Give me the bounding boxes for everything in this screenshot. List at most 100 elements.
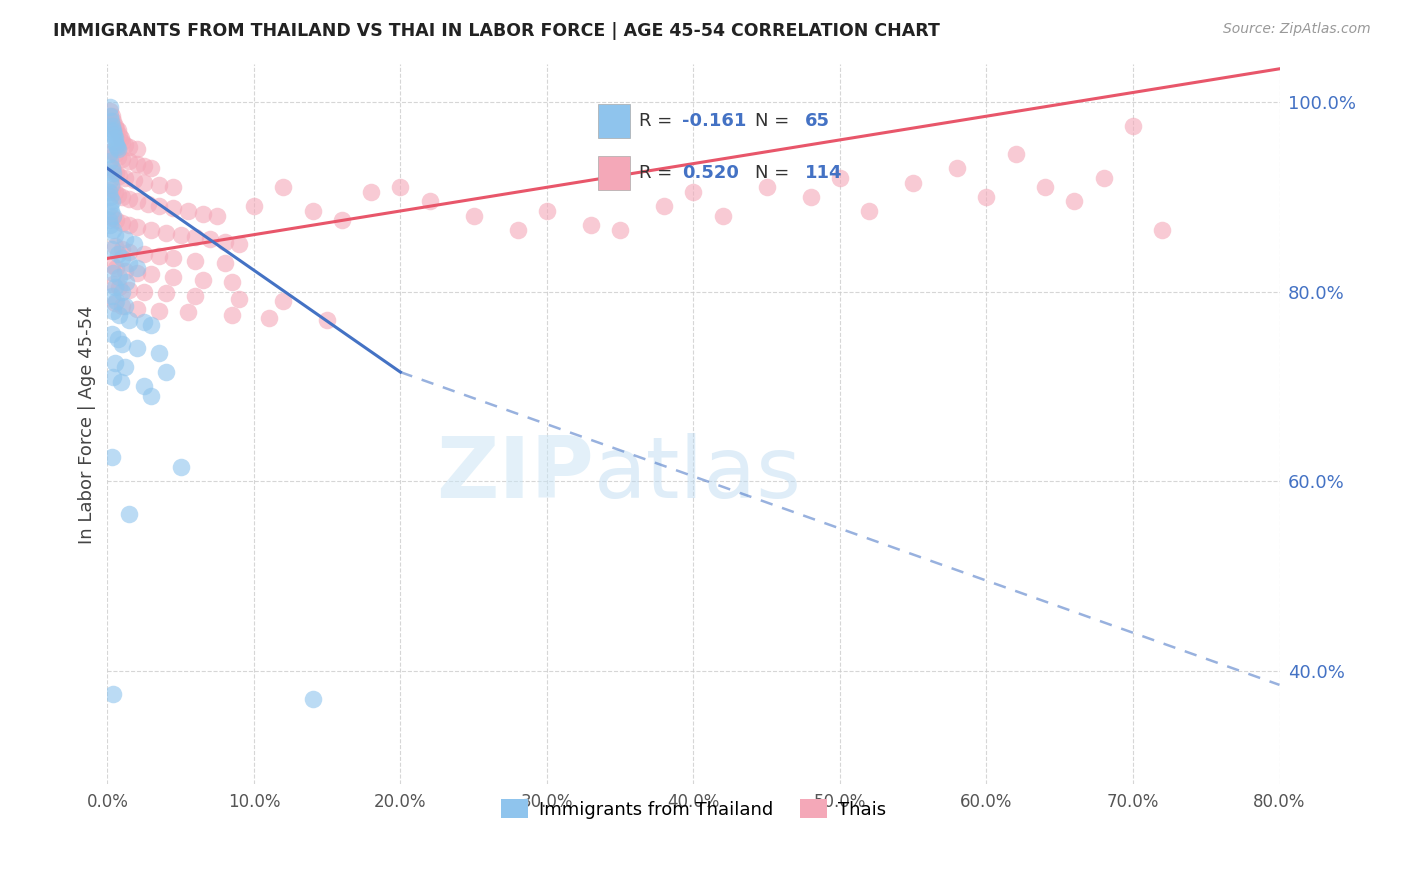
Point <box>118 283 141 297</box>
Point <box>800 190 823 204</box>
Point <box>125 260 148 275</box>
Point <box>214 235 236 250</box>
Point <box>506 223 529 237</box>
Text: Source: ZipAtlas.com: Source: ZipAtlas.com <box>1223 22 1371 37</box>
Point <box>101 123 124 137</box>
Point <box>132 315 155 329</box>
Point <box>107 187 129 202</box>
Point <box>114 299 136 313</box>
Point <box>301 204 323 219</box>
Point <box>711 209 734 223</box>
Point <box>103 211 125 225</box>
Point <box>125 342 148 356</box>
Point <box>104 147 127 161</box>
Point <box>115 275 138 289</box>
Point <box>148 346 170 360</box>
Point <box>108 270 131 285</box>
Point <box>105 213 128 227</box>
Y-axis label: In Labor Force | Age 45-54: In Labor Force | Age 45-54 <box>79 305 96 543</box>
Point <box>1152 223 1174 237</box>
Point <box>104 119 127 133</box>
Point <box>118 153 141 168</box>
Point <box>103 125 125 139</box>
Point <box>184 229 207 244</box>
Point <box>148 178 170 193</box>
Point <box>111 252 134 266</box>
Point <box>101 223 124 237</box>
Point <box>828 170 851 185</box>
Point <box>114 360 136 375</box>
Point <box>148 199 170 213</box>
Point <box>360 185 382 199</box>
Point <box>114 170 136 185</box>
Point <box>132 176 155 190</box>
Point <box>1063 194 1085 209</box>
Point <box>221 275 243 289</box>
Point <box>104 227 127 242</box>
Point <box>191 207 214 221</box>
Point <box>155 226 177 240</box>
Point <box>1004 147 1026 161</box>
Point <box>114 263 136 277</box>
Point <box>110 375 132 389</box>
Point <box>1122 119 1144 133</box>
Point <box>162 180 184 194</box>
Point <box>100 119 122 133</box>
Point <box>419 194 441 209</box>
Point <box>104 135 127 149</box>
Point <box>100 114 122 128</box>
Point <box>100 258 122 272</box>
Point <box>97 147 120 161</box>
Point <box>141 389 163 403</box>
Point <box>100 161 122 176</box>
Point <box>122 172 145 186</box>
Point <box>1033 180 1056 194</box>
Point <box>125 156 148 170</box>
Point <box>316 313 339 327</box>
Point <box>132 160 155 174</box>
Point <box>132 379 155 393</box>
Point <box>107 142 129 156</box>
Point <box>105 121 128 136</box>
Point <box>103 266 125 280</box>
Text: ZIP: ZIP <box>436 434 593 516</box>
Point <box>162 270 184 285</box>
Point <box>98 104 121 119</box>
Text: atlas: atlas <box>593 434 801 516</box>
Point <box>103 114 125 128</box>
Point <box>389 180 412 194</box>
Point <box>257 311 280 326</box>
Point <box>858 204 880 219</box>
Point <box>118 256 141 270</box>
Point <box>105 137 128 152</box>
Point <box>103 687 125 701</box>
Point <box>104 131 127 145</box>
Point <box>125 266 148 280</box>
Point <box>184 289 207 303</box>
Point <box>114 232 136 246</box>
Point <box>98 109 121 123</box>
Point <box>111 135 134 149</box>
Point <box>107 150 129 164</box>
Point <box>243 199 266 213</box>
Point <box>104 356 127 370</box>
Point <box>111 152 134 166</box>
Point <box>107 332 129 346</box>
Point <box>132 246 155 260</box>
Point <box>125 301 148 316</box>
Point <box>118 218 141 232</box>
Point <box>111 190 134 204</box>
Point <box>271 180 294 194</box>
Point <box>111 242 134 256</box>
Point <box>114 137 136 152</box>
Point <box>162 252 184 266</box>
Point <box>105 293 128 308</box>
Point <box>976 190 998 204</box>
Point <box>98 153 121 168</box>
Point <box>118 313 141 327</box>
Point <box>1092 170 1115 185</box>
Point <box>104 239 127 253</box>
Point <box>105 260 128 275</box>
Point <box>105 166 128 180</box>
Point <box>108 169 131 183</box>
